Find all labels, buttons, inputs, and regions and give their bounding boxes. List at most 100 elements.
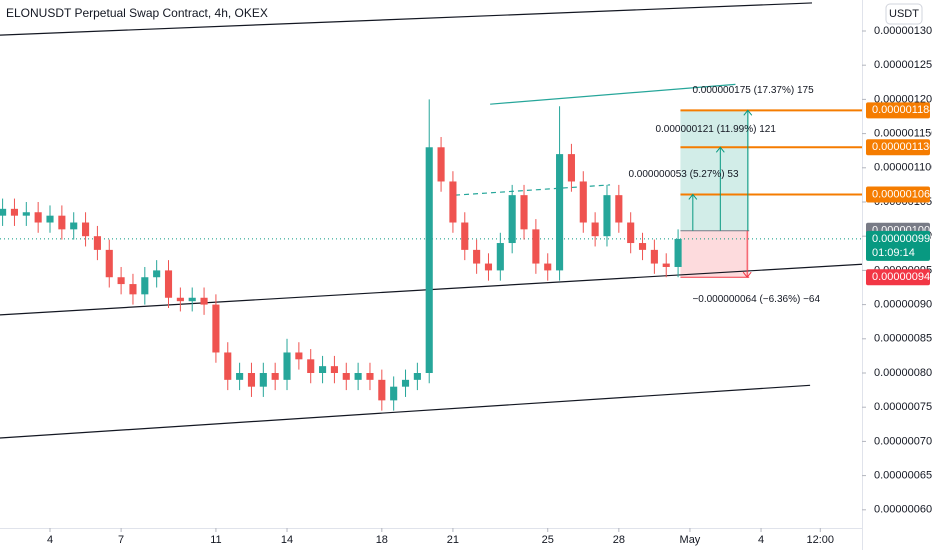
countdown-label: 01:09:14 xyxy=(872,247,915,259)
loss-zone xyxy=(680,230,750,278)
candle-body xyxy=(674,238,682,267)
candle-body xyxy=(603,195,611,237)
candle-body xyxy=(82,222,90,237)
candle-body xyxy=(591,222,599,237)
x-tick-label: 7 xyxy=(118,534,124,546)
candle-body xyxy=(354,372,362,380)
measurement-label: −0.000000064 (−6.36%) −64 xyxy=(692,294,820,305)
arrow-head xyxy=(715,146,725,153)
currency-label[interactable]: USDT xyxy=(889,8,919,20)
candle-body xyxy=(437,147,445,182)
candle-body xyxy=(638,243,647,250)
candle-body xyxy=(70,222,78,230)
y-tick-label: 0.000000850 xyxy=(874,333,932,345)
profit-zone xyxy=(680,110,750,231)
candle-body xyxy=(176,297,184,302)
y-tick-label: 0.000001100 xyxy=(874,162,932,174)
trend-line xyxy=(490,83,736,105)
x-tick-label: 28 xyxy=(613,534,625,546)
x-tick-label: 25 xyxy=(542,534,554,546)
candle-body xyxy=(283,352,291,380)
last-price-label: 0.000000996 xyxy=(872,233,932,245)
price-tag xyxy=(866,139,930,156)
candle-body xyxy=(473,249,481,264)
price-tag xyxy=(866,186,930,203)
x-tick-label: 12:00 xyxy=(807,534,835,546)
y-tick-label: 0.000001200 xyxy=(874,93,932,105)
measurement-label: 0.000000175 (17.37%) 175 xyxy=(692,85,814,96)
price-tag-label: 0.000001061 xyxy=(872,188,932,200)
candle-body xyxy=(425,147,433,373)
candle-body xyxy=(461,222,469,250)
measurement-label: 0.000000121 (11.99%) 121 xyxy=(655,124,776,135)
candle-body xyxy=(532,229,540,264)
price-tag xyxy=(866,269,930,286)
candle-body xyxy=(567,154,575,182)
candle-body xyxy=(496,243,504,271)
y-tick-label: 0.000001150 xyxy=(874,127,932,139)
y-tick-label: 0.000000800 xyxy=(874,367,932,379)
candle-body xyxy=(247,372,256,387)
candle-body xyxy=(319,366,327,373)
currency-button[interactable] xyxy=(885,3,923,25)
price-tag-label: 0.000000940 xyxy=(872,271,932,283)
x-tick-label: 18 xyxy=(376,534,388,546)
candle-body xyxy=(271,372,279,380)
price-tag-label: 0.000001184 xyxy=(872,104,932,116)
candle-body xyxy=(449,181,457,223)
candle-body xyxy=(34,212,42,223)
candle-body xyxy=(544,263,552,271)
candle-body xyxy=(188,297,196,302)
candle-body xyxy=(117,277,125,285)
candle-body xyxy=(129,284,137,295)
candle-body xyxy=(153,270,161,278)
candle-body xyxy=(366,372,374,380)
arrow-head xyxy=(743,109,753,116)
candle-body xyxy=(378,379,386,401)
y-tick-label: 0.000001300 xyxy=(874,25,932,37)
candle-body xyxy=(46,215,54,223)
candle-body xyxy=(22,212,30,216)
x-tick-label: 21 xyxy=(447,534,459,546)
x-tick-label: 4 xyxy=(758,534,764,546)
candle-body xyxy=(224,352,232,380)
x-tick-label: 14 xyxy=(281,534,293,546)
candle-body xyxy=(10,208,19,216)
candle-body xyxy=(0,208,7,216)
candle-body xyxy=(390,386,398,401)
y-tick-label: 0.000000900 xyxy=(874,299,932,311)
y-tick-label: 0.000001250 xyxy=(874,59,932,71)
candle-body xyxy=(105,249,113,278)
candle-body xyxy=(212,304,220,353)
candle-body xyxy=(307,359,315,373)
candle-body xyxy=(627,222,635,244)
plot xyxy=(0,2,862,439)
candle-body xyxy=(330,366,338,373)
candle-body xyxy=(520,195,528,230)
candle-body xyxy=(295,352,303,360)
candle-body xyxy=(650,249,658,264)
candle-body xyxy=(93,236,101,250)
candle-body xyxy=(164,270,173,298)
x-tick-label: 11 xyxy=(210,534,221,546)
x-tick-label: 4 xyxy=(47,534,53,546)
y-tick-label: 0.000000600 xyxy=(874,504,932,516)
y-tick-label: 0.000000650 xyxy=(874,470,932,482)
candle-body xyxy=(58,215,66,230)
measurement-label: 0.000000053 (5.27%) 53 xyxy=(628,169,739,180)
candle-body xyxy=(401,379,410,387)
candle-body xyxy=(662,263,670,267)
chart-title: ELONUSDT Perpetual Swap Contract, 4h, OK… xyxy=(6,6,268,20)
candle-body xyxy=(484,263,493,271)
candle-body xyxy=(413,372,421,380)
trend-line xyxy=(0,384,811,439)
candle-body xyxy=(236,372,244,380)
y-tick-label: 0.000000750 xyxy=(874,401,932,413)
candle-body xyxy=(259,372,267,387)
candle-body xyxy=(556,154,564,271)
candle-body xyxy=(579,181,587,223)
y-tick-label: 0.000000700 xyxy=(874,435,932,447)
price-tag xyxy=(866,102,930,119)
x-tick-label: May xyxy=(680,534,701,546)
